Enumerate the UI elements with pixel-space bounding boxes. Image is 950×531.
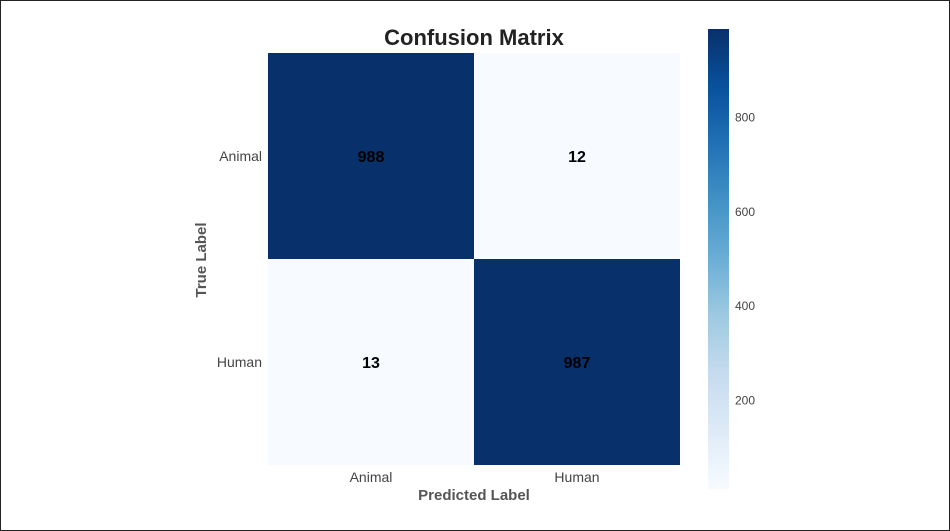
cell-value-label: 13: [362, 355, 380, 372]
heatmap-cell: [268, 259, 474, 465]
colorbar-tick-label: 200: [735, 393, 755, 407]
chart-title: Confusion Matrix: [384, 25, 564, 50]
colorbar-tick-label: 400: [735, 299, 755, 313]
heatmap-cells: [268, 53, 680, 465]
colorbar-tick-label: 600: [735, 205, 755, 219]
colorbar-tick-label: 800: [735, 111, 755, 125]
heatmap-cell: [474, 53, 680, 259]
x-tick-label: Animal: [350, 469, 393, 485]
x-axis-ticks: Animal Human: [350, 469, 600, 485]
y-tick-label: Animal: [219, 148, 262, 164]
x-axis-title: Predicted Label: [418, 487, 530, 504]
y-axis-title: True Label: [193, 222, 210, 297]
cell-value-label: 987: [564, 355, 591, 372]
heatmap-cell: [268, 53, 474, 259]
heatmap-cell-labels: 988 12 13 987: [358, 149, 591, 372]
cell-value-label: 988: [358, 149, 385, 166]
colorbar-ticks: 200 400 600 800: [735, 111, 755, 408]
cell-value-label: 12: [568, 149, 586, 166]
colorbar: [708, 29, 729, 489]
heatmap-cell: [474, 259, 680, 465]
y-tick-label: Human: [217, 354, 262, 370]
x-tick-label: Human: [554, 469, 599, 485]
y-axis-ticks: Animal Human: [217, 148, 262, 370]
